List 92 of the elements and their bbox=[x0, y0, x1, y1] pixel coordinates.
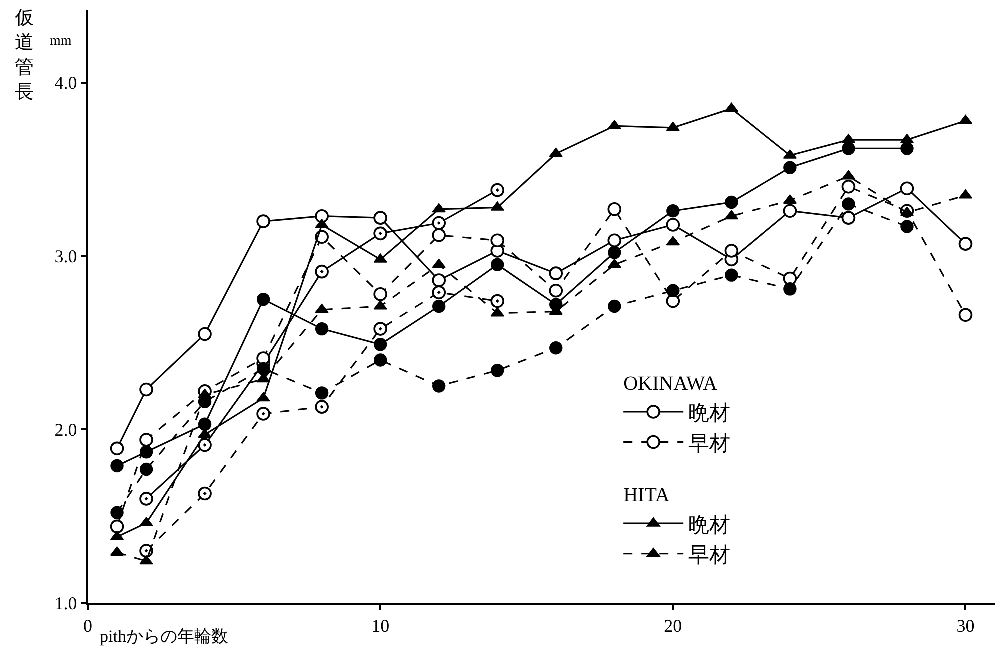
point bbox=[374, 322, 388, 336]
point bbox=[198, 486, 212, 501]
point bbox=[784, 282, 797, 296]
point bbox=[958, 237, 973, 251]
x-axis-title: pithからの年輪数 bbox=[100, 627, 228, 646]
point bbox=[550, 342, 563, 355]
point bbox=[666, 204, 680, 218]
point bbox=[608, 246, 622, 260]
point bbox=[140, 433, 154, 447]
point bbox=[432, 274, 446, 288]
point bbox=[256, 392, 270, 402]
point bbox=[256, 362, 270, 376]
point bbox=[256, 214, 270, 228]
annotation: HITA bbox=[624, 484, 670, 507]
point bbox=[110, 520, 124, 534]
annotation: OKINAWA bbox=[624, 373, 718, 396]
point bbox=[724, 244, 739, 258]
point bbox=[491, 364, 504, 378]
point bbox=[842, 198, 856, 211]
point bbox=[198, 438, 212, 452]
point bbox=[315, 304, 329, 314]
point bbox=[900, 182, 914, 196]
legend-label: 早材 bbox=[688, 431, 731, 456]
point bbox=[666, 218, 680, 232]
x-tick-label: 20 bbox=[664, 616, 682, 636]
point bbox=[315, 209, 329, 224]
point bbox=[900, 142, 914, 156]
point bbox=[110, 506, 124, 520]
point bbox=[256, 352, 270, 366]
point bbox=[432, 258, 446, 268]
y-axis-title: 仮道管長 bbox=[14, 8, 34, 104]
point bbox=[374, 211, 388, 225]
point bbox=[315, 386, 329, 400]
point bbox=[490, 183, 505, 198]
point bbox=[900, 220, 914, 234]
point bbox=[110, 442, 124, 456]
point bbox=[374, 226, 388, 241]
point bbox=[140, 382, 154, 397]
point bbox=[315, 322, 329, 336]
point bbox=[842, 211, 856, 225]
point bbox=[491, 258, 504, 272]
y-tick-label: 3.0 bbox=[54, 246, 78, 267]
point bbox=[140, 492, 154, 506]
point bbox=[842, 180, 856, 194]
point bbox=[608, 202, 622, 216]
point bbox=[490, 234, 505, 248]
x-tick-label: 30 bbox=[956, 616, 975, 636]
point bbox=[608, 234, 622, 248]
point bbox=[490, 307, 504, 317]
point bbox=[784, 161, 797, 174]
point bbox=[432, 300, 446, 314]
point bbox=[374, 354, 388, 367]
point bbox=[666, 284, 680, 298]
point bbox=[315, 264, 329, 279]
point bbox=[783, 204, 798, 218]
point bbox=[842, 142, 856, 156]
point bbox=[198, 428, 212, 438]
point bbox=[198, 327, 212, 342]
point bbox=[549, 284, 564, 298]
point bbox=[725, 268, 738, 282]
legend-label: 晩材 bbox=[688, 401, 731, 426]
point bbox=[140, 555, 154, 565]
point bbox=[110, 459, 124, 473]
point bbox=[725, 196, 738, 210]
point bbox=[198, 388, 212, 398]
point bbox=[549, 266, 564, 280]
point bbox=[432, 380, 446, 393]
point bbox=[315, 400, 329, 414]
point bbox=[608, 300, 622, 314]
legend-label: 晩材 bbox=[688, 512, 731, 537]
point bbox=[256, 373, 270, 383]
x-tick-label: 10 bbox=[372, 616, 390, 636]
y-tick-label: 4.0 bbox=[54, 73, 78, 94]
text: mm bbox=[50, 34, 72, 49]
point bbox=[256, 292, 270, 306]
legend-label: 早材 bbox=[688, 543, 731, 568]
x-tick-label: 0 bbox=[84, 616, 92, 636]
point bbox=[198, 418, 212, 432]
point bbox=[374, 338, 388, 352]
point bbox=[608, 258, 622, 268]
point bbox=[432, 203, 446, 213]
point bbox=[549, 148, 563, 158]
y-tick-label: 1.0 bbox=[54, 593, 78, 614]
point bbox=[140, 462, 154, 476]
point bbox=[432, 286, 446, 300]
y-tick-label: 2.0 bbox=[54, 420, 78, 440]
point bbox=[432, 216, 446, 230]
point bbox=[432, 228, 446, 242]
point bbox=[374, 287, 388, 302]
point bbox=[490, 294, 505, 308]
point bbox=[958, 308, 973, 322]
point bbox=[256, 407, 270, 421]
